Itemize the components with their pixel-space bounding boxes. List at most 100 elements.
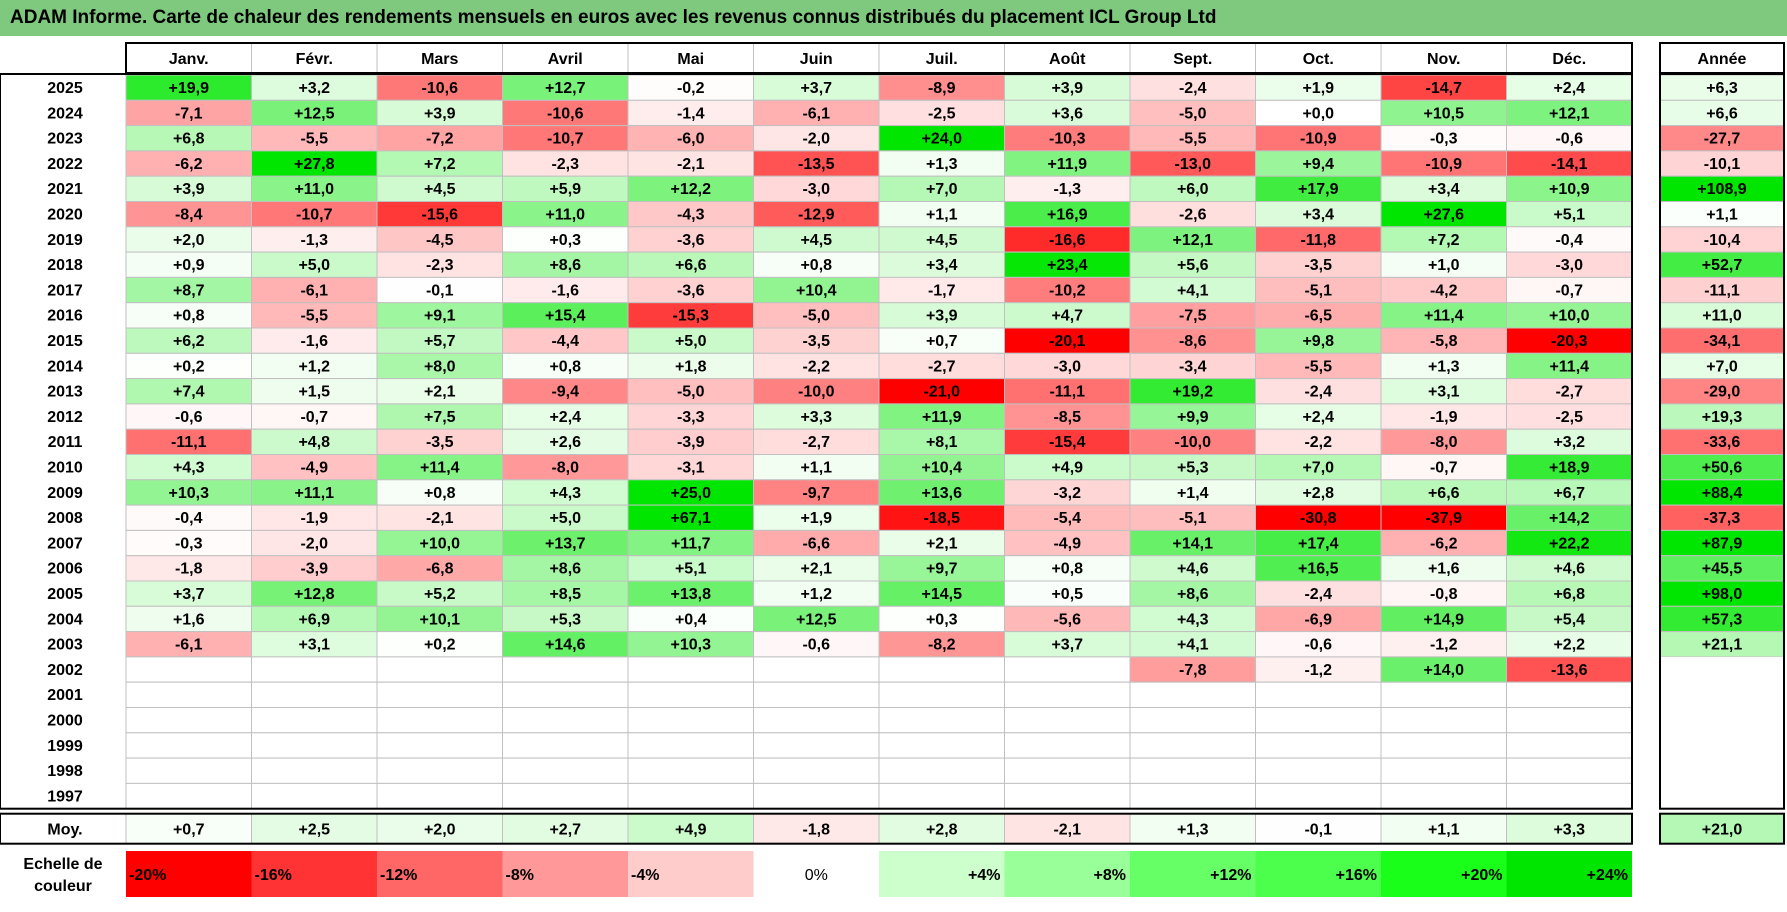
- heatmap-cell: [376, 302, 503, 329]
- heatmap-cell-value: -3,9: [300, 561, 328, 578]
- heatmap-cell-value: -5,1: [1304, 282, 1332, 299]
- heatmap-cell-value: +3,7: [800, 80, 832, 97]
- heatmap-cell-value: -8,2: [928, 637, 956, 654]
- heatmap-cell-value: -6,9: [1304, 611, 1332, 628]
- heatmap-cell-value: -5,6: [1053, 611, 1081, 628]
- heatmap-cell: [878, 681, 1005, 709]
- heatmap-cell: [251, 378, 378, 405]
- heatmap-cell-value: -0,6: [1304, 637, 1332, 654]
- heatmap-cell-value: +0,0: [1302, 105, 1334, 122]
- heatmap-cell: [1506, 479, 1633, 506]
- month-header-label: Avril: [548, 51, 583, 68]
- heatmap-cell: [753, 656, 880, 683]
- average-cell-value: +2,0: [424, 822, 456, 839]
- heatmap-cell-value: +12,5: [294, 105, 335, 122]
- average-row-label: Moy.: [47, 822, 82, 839]
- heatmap-cell: [125, 74, 252, 101]
- average-cell-value: +1,1: [1428, 822, 1460, 839]
- heatmap-cell-value: +5,1: [675, 561, 707, 578]
- scale-swatch-label: +12%: [1210, 867, 1251, 884]
- heatmap-cell-value: -6,2: [1430, 535, 1458, 552]
- heatmap-cell-value: +1,3: [1428, 358, 1460, 375]
- heatmap-cell-value: +0,9: [173, 257, 205, 274]
- heatmap-cell: [753, 732, 880, 759]
- heatmap-cell: [753, 580, 880, 607]
- heatmap-cell: [1255, 580, 1382, 607]
- annual-cell-value: +19,3: [1702, 409, 1743, 426]
- heatmap-cell: [753, 757, 880, 784]
- heatmap-cell-value: +13,6: [922, 485, 963, 502]
- heatmap-cell-value: +8,5: [549, 586, 581, 603]
- annual-cell-value: +50,6: [1702, 460, 1743, 477]
- heatmap-cell: [125, 681, 252, 709]
- annual-header-label: Année: [1698, 51, 1747, 68]
- month-header-label: Déc.: [1552, 51, 1586, 68]
- heatmap-cell-value: -5,0: [677, 384, 705, 401]
- year-label: 2023: [47, 131, 83, 148]
- heatmap-cell-value: -10,0: [1175, 434, 1212, 451]
- heatmap-cell: [1255, 74, 1382, 101]
- heatmap-cell-value: -2,7: [1555, 384, 1583, 401]
- heatmap-cell: [753, 707, 880, 734]
- heatmap-cell-value: -6,1: [175, 637, 203, 654]
- average-annual-cell: [1659, 812, 1785, 845]
- heatmap-cell: [251, 732, 378, 759]
- heatmap-cell-value: +5,0: [675, 333, 707, 350]
- grid-border: [0, 73, 1633, 810]
- heatmap-cell-value: -3,3: [677, 409, 705, 426]
- heatmap-cell-value: -5,5: [1304, 358, 1332, 375]
- heatmap-cell-value: +10,1: [420, 611, 461, 628]
- annual-cell-value: -10,1: [1704, 156, 1741, 173]
- heatmap-cell-value: -2,3: [426, 257, 454, 274]
- year-label: 2014: [47, 358, 83, 375]
- heatmap-cell-value: -3,5: [426, 434, 454, 451]
- heatmap-cell: [376, 580, 503, 607]
- month-header-cell: [125, 42, 252, 74]
- heatmap-cell: [125, 504, 252, 531]
- heatmap-cell: [1506, 580, 1633, 607]
- heatmap-cell-value: +6,6: [1428, 485, 1460, 502]
- heatmap-cell-value: -0,4: [1555, 232, 1583, 249]
- heatmap-cell-value: +10,4: [922, 460, 963, 477]
- heatmap-cell-value: -9,4: [551, 384, 579, 401]
- annual-cell: [1659, 125, 1785, 152]
- heatmap-cell-value: +9,1: [424, 308, 456, 325]
- heatmap-cell: [1380, 605, 1507, 633]
- heatmap-cell: [1255, 782, 1382, 810]
- heatmap-cell: [753, 504, 880, 531]
- heatmap-cell: [1380, 125, 1507, 152]
- heatmap-cell: [1004, 732, 1131, 759]
- annual-cell-value: -11,1: [1704, 282, 1740, 299]
- heatmap-cell: [753, 605, 880, 633]
- heatmap-cell: [627, 99, 754, 127]
- heatmap-cell: [251, 782, 378, 810]
- heatmap-cell-value: +1,5: [298, 384, 330, 401]
- heatmap-cell-value: +4,1: [1177, 637, 1209, 654]
- year-label: 1999: [47, 738, 83, 755]
- year-label: 2011: [48, 434, 83, 451]
- heatmap-cell: [125, 782, 252, 810]
- heatmap-cell-value: -2,1: [677, 156, 705, 173]
- average-cell-value: +2,8: [926, 822, 958, 839]
- heatmap-cell: [753, 378, 880, 405]
- heatmap-cell-value: -0,4: [175, 510, 203, 527]
- heatmap-cell-value: +27,6: [1424, 207, 1465, 224]
- heatmap-cell: [502, 276, 629, 304]
- heatmap-cell: [1506, 276, 1633, 304]
- heatmap-cell: [627, 150, 754, 177]
- annual-cell-value: +108,9: [1697, 181, 1746, 198]
- year-label: 2008: [47, 510, 83, 527]
- heatmap-cell-value: +11,4: [420, 460, 460, 477]
- heatmap-cell-value: +1,0: [1428, 257, 1460, 274]
- heatmap-cell-value: +5,7: [424, 333, 456, 350]
- heatmap-cell: [251, 150, 378, 177]
- heatmap-cell-value: +6,8: [1553, 586, 1585, 603]
- scale-swatch: [628, 851, 754, 897]
- heatmap-cell: [1380, 352, 1507, 380]
- scale-swatch-label: +20%: [1461, 867, 1502, 884]
- heatmap-cell-value: +3,9: [173, 181, 205, 198]
- month-header-label: Sept.: [1173, 51, 1212, 68]
- heatmap-cell: [251, 555, 378, 582]
- heatmap-cell: [125, 125, 252, 152]
- heatmap-cell-value: -6,0: [677, 131, 705, 148]
